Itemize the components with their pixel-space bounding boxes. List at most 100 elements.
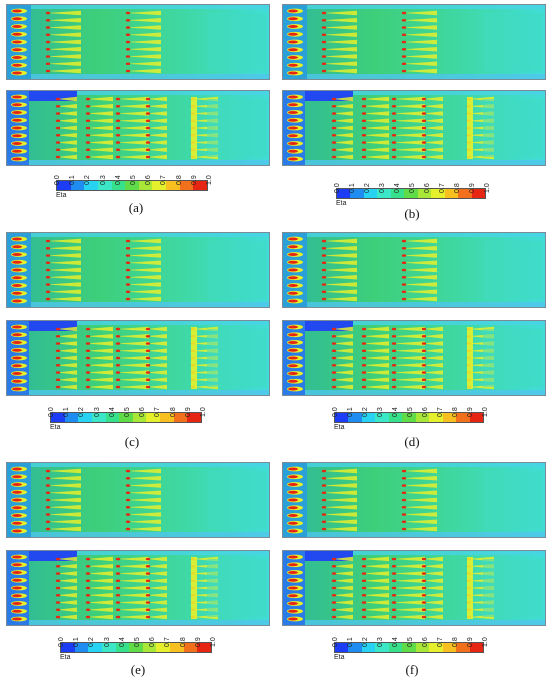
colorbar-tick-label: 0.6: [424, 183, 431, 193]
colorbar-swatch: [348, 643, 362, 652]
colorbar-tick-label: 0.6: [149, 637, 157, 647]
colorbar-tick-label: 1.0: [482, 407, 489, 417]
colorbar-tick-label: 0.0: [332, 637, 339, 647]
colorbar-swatch: [187, 413, 202, 422]
contour-top-plane-a: [6, 4, 270, 80]
colorbar-tick-label: 0.5: [130, 175, 137, 185]
colorbar-swatch: [388, 413, 403, 422]
colorbar-tick-label: 1.0: [210, 637, 217, 647]
colorbar-c: 0.0 0.1 0.2 0.3 0.4 0.5 0.6 0.7 0.8 0.9 1.0 Eta: [48, 398, 207, 431]
contour-image: [7, 91, 269, 165]
colorbar-swatch: [125, 181, 139, 190]
colorbar-tick-label: 0.3: [99, 175, 107, 185]
panel-label-f: (f): [405, 662, 419, 677]
colorbar-quantity-label: Eta: [334, 424, 345, 431]
contour-bottom-plane-c: [6, 320, 270, 396]
colorbar-tick-label: 0.0: [332, 407, 339, 417]
colorbar-tick-label: 0.8: [179, 637, 187, 647]
colorbar-swatch: [361, 413, 376, 422]
contour-top-plane-c: [6, 232, 270, 308]
colorbar-tick-label: 0.4: [392, 407, 399, 417]
colorbar-swatch: [111, 181, 126, 190]
colorbar-tick-label: 0.1: [347, 407, 354, 417]
colorbar-tick-label: 0.7: [439, 183, 446, 193]
colorbar-swatch: [415, 643, 430, 652]
colorbar-swatch: [64, 413, 79, 422]
colorbar-swatch: [166, 181, 180, 190]
contour-bottom-plane-a: [6, 90, 270, 166]
colorbar-swatch: [456, 643, 470, 652]
colorbar-swatch: [335, 643, 349, 652]
contour-image: [283, 91, 545, 165]
colorbar-tick-label: 0.0: [54, 175, 61, 185]
colorbar-swatches: [334, 412, 484, 423]
colorbar-tick-label: 0.1: [347, 637, 354, 647]
panel-d: 0.0 0.1 0.2 0.3 0.4 0.5 0.6 0.7 0.8 0.9 1.0 Eta (d): [280, 230, 548, 452]
colorbar-swatch: [51, 413, 65, 422]
colorbar-tick-label: 0.2: [362, 637, 369, 647]
colorbar-swatch: [88, 643, 102, 652]
colorbar-swatch: [431, 189, 445, 198]
colorbar-swatch: [179, 181, 194, 190]
colorbar-swatch: [115, 643, 130, 652]
colorbar-swatches: [56, 180, 208, 191]
colorbar-swatch: [390, 189, 405, 198]
colorbar-tick-label: 0.7: [154, 407, 162, 417]
colorbar-tick-label: 0.0: [48, 407, 55, 417]
colorbar-swatch: [132, 413, 147, 422]
colorbar-tick-label: 0.3: [377, 407, 384, 417]
colorbar-tick-label: 0.4: [394, 183, 401, 193]
colorbar-swatch: [173, 413, 188, 422]
colorbar-tick-label: 0.4: [108, 407, 116, 417]
panel-f: 0.0 0.1 0.2 0.3 0.4 0.5 0.6 0.7 0.8 0.9 1.0 Eta (f): [280, 460, 548, 682]
colorbar-swatch: [429, 413, 443, 422]
colorbar-tick-label: 0.4: [118, 637, 126, 647]
colorbar-tick-label: 0.2: [364, 183, 371, 193]
contour-top-plane-e: [6, 462, 270, 538]
colorbar-tick-label: 0.2: [84, 175, 92, 185]
colorbar-swatch: [361, 643, 376, 652]
colorbar-swatch: [363, 189, 378, 198]
colorbar-swatch: [152, 181, 167, 190]
colorbar-quantity-label: Eta: [56, 192, 67, 199]
colorbar-tick-label: 0.5: [409, 183, 416, 193]
colorbar-e: 0.0 0.1 0.2 0.3 0.4 0.5 0.6 0.7 0.8 0.9 1.0 Eta: [58, 628, 217, 661]
colorbar-swatch: [377, 189, 391, 198]
colorbar-swatch: [388, 643, 403, 652]
colorbar-swatch: [429, 643, 443, 652]
colorbar-tick-label: 0.6: [422, 407, 429, 417]
colorbar-tick-label: 0.3: [93, 407, 101, 417]
colorbar-tick-label: 0.3: [379, 183, 386, 193]
colorbar-swatch: [469, 643, 483, 652]
contour-image: [283, 463, 545, 537]
colorbar-tick-label: 0.2: [88, 637, 96, 647]
colorbar-tick-label: 0.8: [169, 407, 177, 417]
colorbar-tick-label: 0.1: [69, 175, 77, 185]
colorbar-swatch: [375, 643, 389, 652]
contour-bottom-plane-b: [282, 90, 546, 166]
colorbar-tick-labels: 0.0 0.1 0.2 0.3 0.4 0.5 0.6 0.7 0.8 0.9 1.0: [332, 398, 489, 417]
colorbar-tick-label: 1.0: [200, 407, 207, 417]
colorbar-tick-label: 0.2: [78, 407, 86, 417]
colorbar-swatch: [138, 181, 153, 190]
colorbar-tick-label: 0.6: [145, 175, 153, 185]
colorbar-tick-label: 0.7: [164, 637, 172, 647]
colorbar-swatch: [335, 413, 349, 422]
colorbar-swatch: [78, 413, 92, 422]
colorbar-tick-label: 0.9: [184, 407, 192, 417]
contour-image: [7, 463, 269, 537]
colorbar-tick-label: 0.9: [467, 637, 474, 647]
colorbar-swatch: [84, 181, 98, 190]
colorbar-swatches: [334, 642, 484, 653]
colorbar-tick-labels: 0.0 0.1 0.2 0.3 0.4 0.5 0.6 0.7 0.8 0.9 1.0: [334, 174, 491, 193]
colorbar-swatch: [375, 413, 389, 422]
colorbar-tick-label: 0.5: [124, 407, 131, 417]
contour-image: [283, 233, 545, 307]
colorbar-tick-label: 0.2: [362, 407, 369, 417]
contour-image: [7, 551, 269, 625]
colorbar-tick-label: 0.5: [134, 637, 141, 647]
colorbar-swatch: [348, 413, 362, 422]
colorbar-swatch: [456, 413, 470, 422]
colorbar-swatch: [57, 181, 71, 190]
colorbar-tick-label: 0.5: [407, 637, 414, 647]
